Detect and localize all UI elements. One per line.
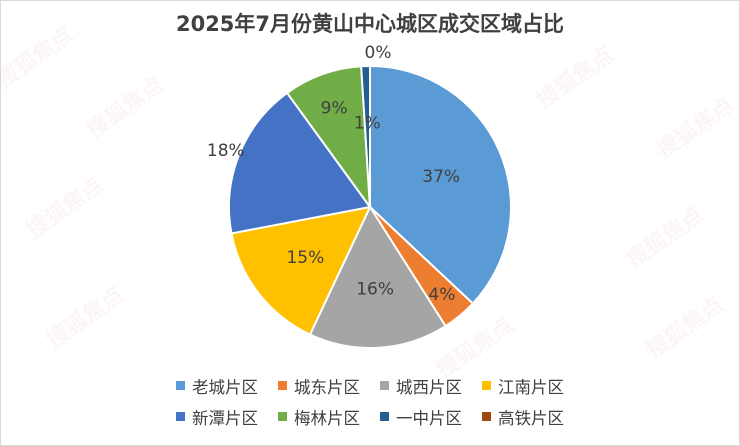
legend-row: 老城片区 城东片区 城西片区 江南片区 xyxy=(0,370,740,401)
legend-swatch xyxy=(278,412,287,421)
data-label: 16% xyxy=(356,280,394,300)
legend-item: 江南片区 xyxy=(482,374,564,398)
legend-swatch xyxy=(176,381,185,390)
legend-label: 城东片区 xyxy=(294,377,360,397)
pie-slice-5 xyxy=(228,91,372,235)
legend-swatch xyxy=(380,381,389,390)
legend-label: 高铁片区 xyxy=(498,408,564,428)
data-label: 4% xyxy=(428,285,455,305)
legend-item: 一中片区 xyxy=(380,405,462,429)
legend-item: 城西片区 xyxy=(380,374,462,398)
legend-item: 城东片区 xyxy=(278,374,360,398)
chart-title: 2025年7月份黄山中心城区成交区域占比 xyxy=(175,12,565,36)
legend-swatch xyxy=(482,412,491,421)
legend-item: 新潭片区 xyxy=(176,405,258,429)
legend-item: 梅林片区 xyxy=(278,405,360,429)
pie-slice-1 xyxy=(369,64,512,305)
legend-swatch xyxy=(176,412,185,421)
legend-item: 老城片区 xyxy=(176,374,258,398)
data-label: 37% xyxy=(422,167,460,187)
legend-label: 城西片区 xyxy=(396,377,462,397)
data-label: 15% xyxy=(286,248,324,268)
legend: 老城片区 城东片区 城西片区 江南片区 新潭片区 梅林片区 一中片区 高铁片区 xyxy=(0,370,740,432)
legend-swatch xyxy=(380,412,389,421)
legend-label: 一中片区 xyxy=(396,408,462,428)
legend-item: 高铁片区 xyxy=(482,405,564,429)
pie-slice-6 xyxy=(285,65,372,211)
pie-slice-7 xyxy=(360,64,371,208)
data-label: 18% xyxy=(207,141,245,161)
data-label: 1% xyxy=(354,113,381,133)
legend-row: 新潭片区 梅林片区 一中片区 高铁片区 xyxy=(0,401,740,432)
pie-slice-4 xyxy=(230,205,372,336)
legend-label: 老城片区 xyxy=(192,377,258,397)
data-label: 9% xyxy=(321,99,348,119)
legend-label: 江南片区 xyxy=(498,377,564,397)
legend-label: 梅林片区 xyxy=(294,408,360,428)
pie-slice-3 xyxy=(308,204,447,349)
data-label: 0% xyxy=(365,43,392,63)
legend-label: 新潭片区 xyxy=(192,408,258,428)
legend-swatch xyxy=(482,381,491,390)
legend-swatch xyxy=(278,381,287,390)
